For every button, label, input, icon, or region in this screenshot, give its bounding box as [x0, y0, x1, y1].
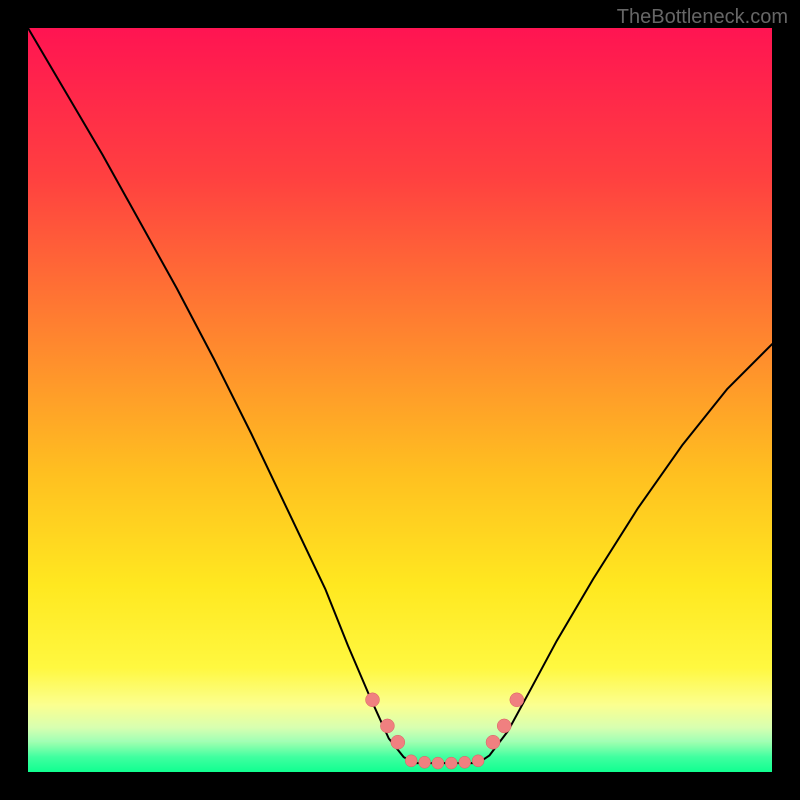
data-marker — [497, 719, 511, 733]
data-marker — [380, 719, 394, 733]
data-marker — [391, 735, 405, 749]
data-marker — [445, 757, 457, 769]
data-marker — [405, 755, 417, 767]
bottleneck-chart — [0, 0, 800, 800]
chart-stage: TheBottleneck.com — [0, 0, 800, 800]
data-marker — [459, 756, 471, 768]
gradient-background — [28, 28, 772, 772]
data-marker — [432, 757, 444, 769]
data-marker — [486, 735, 500, 749]
data-marker — [366, 693, 380, 707]
watermark-label: TheBottleneck.com — [617, 6, 788, 29]
data-marker — [510, 693, 524, 707]
data-marker — [472, 755, 484, 767]
data-marker — [419, 756, 431, 768]
